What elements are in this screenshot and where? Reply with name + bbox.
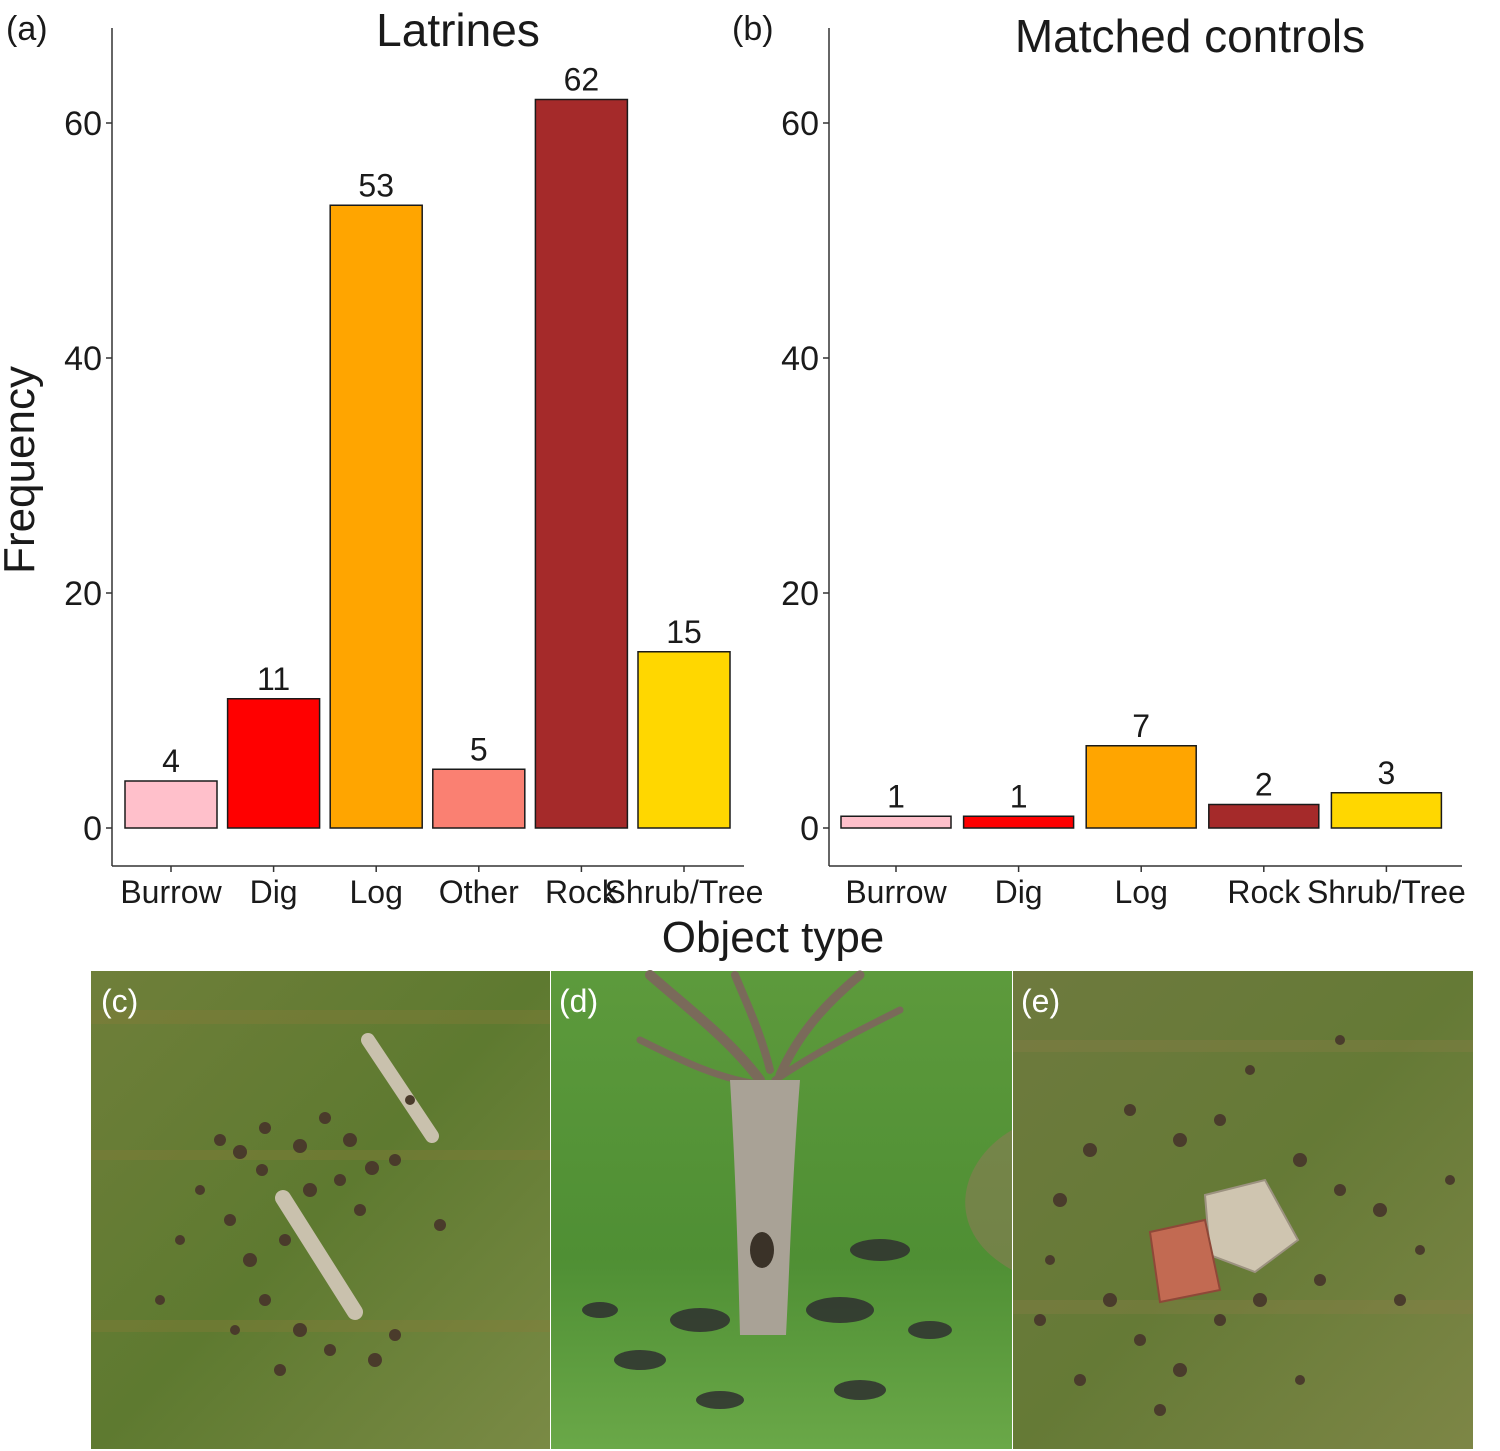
x-tick-label: Dig <box>250 874 298 910</box>
tree-latrine-photo: (d) <box>551 970 1012 1449</box>
panel-a-title: Latrines <box>376 4 540 56</box>
bar-burrow <box>840 815 952 829</box>
photo-d-label: (d) <box>559 983 598 1019</box>
x-tick-label: Other <box>439 874 519 910</box>
bar-value-label: 11 <box>257 661 290 697</box>
bar-value-label: 15 <box>666 614 702 650</box>
x-tick-label: Log <box>350 874 403 910</box>
x-tick-label: Shrub/Tree <box>605 874 764 910</box>
y-tick-label: 20 <box>781 575 819 613</box>
bar-value-label: 4 <box>162 743 180 779</box>
panel-a: (a) Latrines 4 11 53 5 62 15 0 20 40 60 Burrow Di… <box>6 4 763 910</box>
rock-latrine-photo: (e) <box>1013 971 1473 1449</box>
bar-shrub-tree <box>637 651 731 829</box>
y-tick-label: 20 <box>64 575 102 613</box>
x-tick-label: Burrow <box>120 874 222 910</box>
x-tick-label: Log <box>1115 874 1168 910</box>
bar-log <box>1085 745 1197 829</box>
bar-value-label: 5 <box>470 731 488 767</box>
x-tick-label: Shrub/Tree <box>1307 874 1466 910</box>
bar-value-label: 62 <box>564 62 600 98</box>
y-tick-label: 60 <box>781 105 819 143</box>
panel-b-title: Matched controls <box>1015 10 1365 62</box>
photo-e-label: (e) <box>1021 983 1060 1019</box>
x-tick-label: Rock <box>545 874 619 910</box>
bar-value-label: 1 <box>887 778 905 814</box>
y-tick-label: 0 <box>800 810 819 848</box>
bar-value-label: 1 <box>1010 778 1028 814</box>
photo-c-label: (c) <box>101 983 138 1019</box>
bar-other <box>432 768 526 829</box>
x-tick-label: Dig <box>995 874 1043 910</box>
bar-shrub-tree <box>1330 792 1443 829</box>
panel-a-bars: 4 11 53 5 62 15 <box>124 62 731 829</box>
panel-b-bars: 1 1 7 2 3 <box>840 708 1443 829</box>
panel-b: (b) Matched controls 1 1 7 2 3 0 20 40 60 Burro… <box>732 10 1466 910</box>
y-tick-label: 40 <box>781 340 819 378</box>
bar-dig <box>226 698 321 829</box>
bar-rock <box>1208 803 1320 829</box>
bar-rock <box>534 98 629 829</box>
bar-value-label: 7 <box>1132 708 1150 744</box>
x-tick-label: Rock <box>1227 874 1301 910</box>
y-tick-label: 0 <box>83 810 102 848</box>
panel-a-label: (a) <box>6 10 48 48</box>
panel-a-y-ticks: 0 20 40 60 <box>64 105 112 848</box>
bar-log <box>329 204 423 829</box>
y-tick-label: 40 <box>64 340 102 378</box>
x-axis-title: Object type <box>662 913 885 962</box>
bar-value-label: 3 <box>1378 755 1396 791</box>
log-latrine-photo: (c) <box>91 971 550 1449</box>
bar-value-label: 53 <box>358 167 394 203</box>
panel-b-y-ticks: 0 20 40 60 <box>781 105 829 848</box>
bar-value-label: 2 <box>1255 767 1273 803</box>
x-tick-label: Burrow <box>845 874 947 910</box>
bar-dig <box>962 815 1075 829</box>
panel-b-label: (b) <box>732 10 774 48</box>
panel-b-x-ticks: Burrow Dig Log Rock Shrub/Tree <box>845 866 1466 910</box>
y-tick-label: 60 <box>64 105 102 143</box>
y-axis-title: Frequency <box>0 366 44 574</box>
bar-burrow <box>124 780 218 829</box>
